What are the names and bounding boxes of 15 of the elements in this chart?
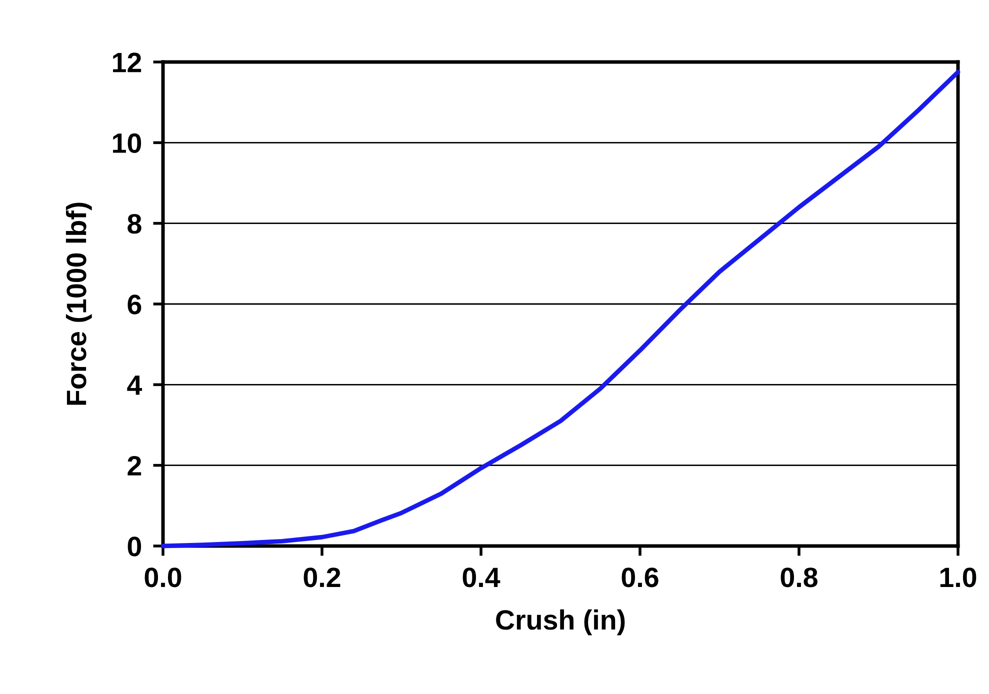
x-tick-label: 0.4 xyxy=(462,568,500,588)
x-tick-label: 0.0 xyxy=(144,568,182,588)
x-tick-label: 0.8 xyxy=(780,568,818,588)
x-tick-label: 0.2 xyxy=(304,568,340,588)
x-tick-label: 0.6 xyxy=(622,568,658,588)
y-tick-label: 6 xyxy=(128,294,142,314)
y-tick-label: 12 xyxy=(113,52,142,72)
x-tick-label: 1.0 xyxy=(940,568,976,588)
y-tick-label: 8 xyxy=(128,214,142,234)
y-tick-label: 2 xyxy=(128,456,142,476)
y-tick-label: 10 xyxy=(113,133,142,154)
y-tick-label: 4 xyxy=(127,376,142,395)
x-axis-title: Crush (in) xyxy=(496,609,625,636)
y-tick-label: 0 xyxy=(128,536,142,556)
y-axis-title: Force (1000 lbf) xyxy=(66,202,92,405)
